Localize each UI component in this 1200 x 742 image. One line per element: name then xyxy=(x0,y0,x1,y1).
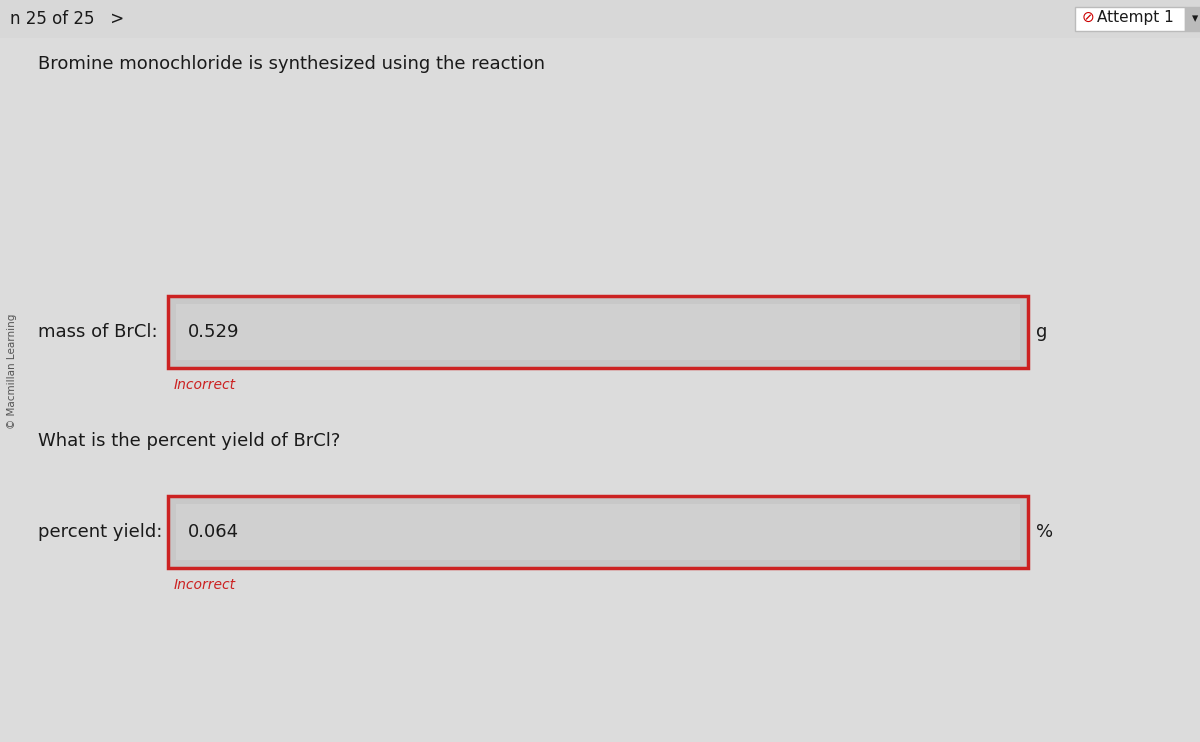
Text: mass of BrCl:: mass of BrCl: xyxy=(38,323,157,341)
Text: the reaction mixture at equilibrium. Assume ideal gas behavior.: the reaction mixture at equilibrium. Ass… xyxy=(38,170,613,188)
Text: Incorrect: Incorrect xyxy=(174,578,236,592)
Text: %: % xyxy=(1036,523,1054,541)
Text: ▾: ▾ xyxy=(1192,13,1199,25)
Text: A 209.0 L flask initially contains 1.100 kg of Br: A 209.0 L flask initially contains 1.100… xyxy=(38,148,457,166)
Text: Incorrect: Incorrect xyxy=(174,378,236,392)
Text: percent yield:: percent yield: xyxy=(38,523,162,541)
Text: (g)  ⇌  2 BrCl(g): (g) ⇌ 2 BrCl(g) xyxy=(226,100,370,118)
Text: and 1.053 kg of Cl: and 1.053 kg of Cl xyxy=(506,148,677,166)
Text: What is the percent yield of BrCl?: What is the percent yield of BrCl? xyxy=(38,432,341,450)
Text: © Macmillan Learning: © Macmillan Learning xyxy=(7,313,17,429)
Text: 2: 2 xyxy=(684,153,691,166)
Text: K: K xyxy=(450,100,462,118)
Text: g: g xyxy=(1036,323,1048,341)
Text: (g) + Cl: (g) + Cl xyxy=(137,100,206,118)
Text: 2: 2 xyxy=(218,105,226,118)
Text: p: p xyxy=(462,105,469,118)
Text: 2: 2 xyxy=(130,105,137,118)
Text: −4: −4 xyxy=(581,97,599,110)
Text: 0.064: 0.064 xyxy=(188,523,239,541)
Text: Br: Br xyxy=(110,100,130,118)
Text: n 25 of 25   >: n 25 of 25 > xyxy=(10,10,125,28)
Text: at 150 K: at 150 K xyxy=(593,100,674,118)
Text: Bromine monochloride is synthesized using the reaction: Bromine monochloride is synthesized usin… xyxy=(38,55,545,73)
Text: 0.529: 0.529 xyxy=(188,323,240,341)
Text: 2: 2 xyxy=(498,153,505,166)
Text: . Calculate the mass of BrCl, in grams, that is present in: . Calculate the mass of BrCl, in grams, … xyxy=(692,148,1198,166)
Text: Attempt 1: Attempt 1 xyxy=(1097,10,1174,25)
Text: ⊘: ⊘ xyxy=(1082,10,1094,25)
Text: = 1.1 × 10: = 1.1 × 10 xyxy=(470,100,575,118)
